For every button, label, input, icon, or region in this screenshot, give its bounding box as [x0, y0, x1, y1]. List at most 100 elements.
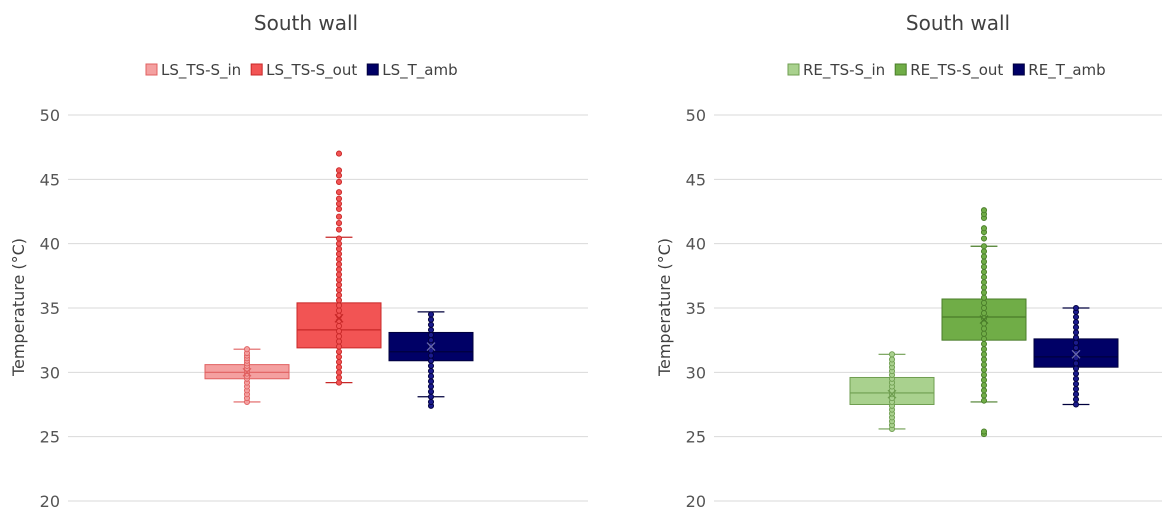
data-point	[427, 383, 435, 390]
data-point	[980, 235, 988, 242]
legend-swatch	[1012, 63, 1025, 76]
data-point	[980, 387, 988, 394]
data-point	[1072, 391, 1080, 398]
box-re-ts-s-out	[941, 207, 1027, 438]
data-point	[335, 281, 343, 288]
legend-label: LS_TS-S_out	[266, 61, 357, 80]
data-point	[335, 333, 343, 340]
legend-label: LS_TS-S_in	[161, 61, 241, 80]
data-point	[335, 250, 343, 258]
data-point	[335, 266, 343, 273]
box-ls-t-amb	[388, 311, 474, 409]
legend-swatch	[250, 63, 263, 76]
data-point	[427, 378, 435, 385]
y-axis-label: Temperature (°C)	[9, 238, 28, 377]
legend-item: RE_T_amb	[1012, 61, 1106, 80]
y-ticks: 20 25 30 35 40 45 50	[40, 106, 60, 511]
data-point	[980, 346, 988, 353]
data-point	[1072, 375, 1080, 382]
legend-swatch	[366, 63, 379, 76]
data-point	[980, 361, 988, 368]
data-point	[335, 200, 343, 207]
chart-left-svg: South wall Temperature (°C) LS_TS-S_in LS…	[9, 11, 588, 511]
mean-marker	[242, 367, 252, 377]
data-point	[980, 351, 988, 358]
y-tick-label: 30	[686, 363, 706, 382]
data-point	[1072, 339, 1080, 346]
y-tick-label: 50	[40, 106, 60, 125]
box-re-t-amb	[1033, 304, 1119, 408]
data-point	[243, 346, 251, 353]
data-point	[427, 367, 435, 375]
legend-item: LS_T_amb	[366, 61, 458, 80]
data-point	[427, 331, 435, 339]
data-point	[335, 213, 343, 220]
data-point	[335, 364, 343, 371]
legend-label: RE_TS-S_out	[910, 61, 1003, 80]
data-point	[980, 258, 988, 265]
data-point	[335, 256, 343, 263]
data-point	[335, 297, 343, 304]
data-point	[427, 316, 435, 323]
data-point	[980, 284, 988, 291]
data-point	[335, 379, 343, 386]
y-axis-label: Temperature (°C)	[655, 238, 674, 377]
data-point	[980, 428, 988, 435]
data-point	[980, 294, 988, 301]
data-point	[1072, 329, 1080, 336]
data-point	[980, 340, 988, 348]
data-point	[1072, 370, 1080, 377]
data-point	[980, 392, 988, 399]
data-point	[335, 240, 343, 247]
data-point	[1072, 344, 1080, 351]
data-point	[980, 279, 988, 286]
box-ls-ts-s-in	[204, 346, 290, 405]
data-point	[427, 373, 435, 380]
data-point	[980, 310, 988, 317]
data-point	[335, 271, 343, 278]
data-point	[335, 343, 343, 350]
legend-swatch	[145, 63, 158, 76]
y-tick-label: 50	[686, 106, 706, 125]
legend-item: RE_TS-S_in	[787, 61, 885, 80]
data-point	[335, 245, 343, 252]
y-ticks: 20 25 30 35 40 45 50	[686, 106, 706, 511]
y-tick-label: 30	[40, 363, 60, 382]
data-point	[1072, 386, 1080, 393]
mean-marker	[334, 313, 344, 323]
data-point	[427, 362, 435, 369]
data-point	[335, 261, 343, 268]
data-point	[335, 302, 343, 309]
data-point	[335, 150, 343, 157]
data-point	[1072, 304, 1080, 312]
data-point	[980, 356, 988, 363]
data-point	[980, 325, 988, 332]
data-point	[1072, 319, 1080, 326]
data-point	[427, 393, 435, 400]
data-point	[1072, 365, 1080, 372]
y-tick-label: 35	[686, 299, 706, 318]
box-ls-ts-s-out	[296, 150, 382, 386]
data-point	[980, 335, 988, 342]
data-point	[427, 311, 435, 318]
data-point	[888, 356, 896, 363]
y-tick-label: 45	[686, 170, 706, 189]
data-point	[335, 167, 343, 174]
data-point	[335, 205, 343, 212]
data-point	[427, 398, 435, 405]
data-point	[980, 299, 988, 306]
data-point	[335, 220, 343, 227]
data-point	[335, 235, 343, 242]
chart-right-svg: South wall Temperature (°C) RE_TS-S_in RE…	[655, 11, 1162, 511]
legend-label: RE_TS-S_in	[803, 61, 885, 80]
data-point	[1072, 396, 1080, 403]
data-point	[980, 366, 988, 373]
box-series	[849, 207, 1119, 438]
chart-title: South wall	[906, 11, 1010, 35]
data-point	[1072, 360, 1080, 367]
mean-marker	[887, 389, 897, 399]
data-point	[335, 338, 343, 345]
y-tick-label: 40	[686, 235, 706, 254]
data-point	[335, 369, 343, 376]
data-point	[980, 397, 988, 404]
